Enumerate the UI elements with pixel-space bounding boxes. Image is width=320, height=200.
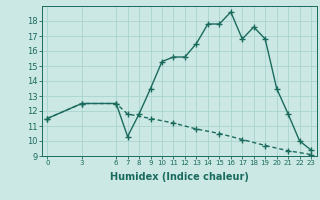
X-axis label: Humidex (Indice chaleur): Humidex (Indice chaleur) bbox=[110, 172, 249, 182]
